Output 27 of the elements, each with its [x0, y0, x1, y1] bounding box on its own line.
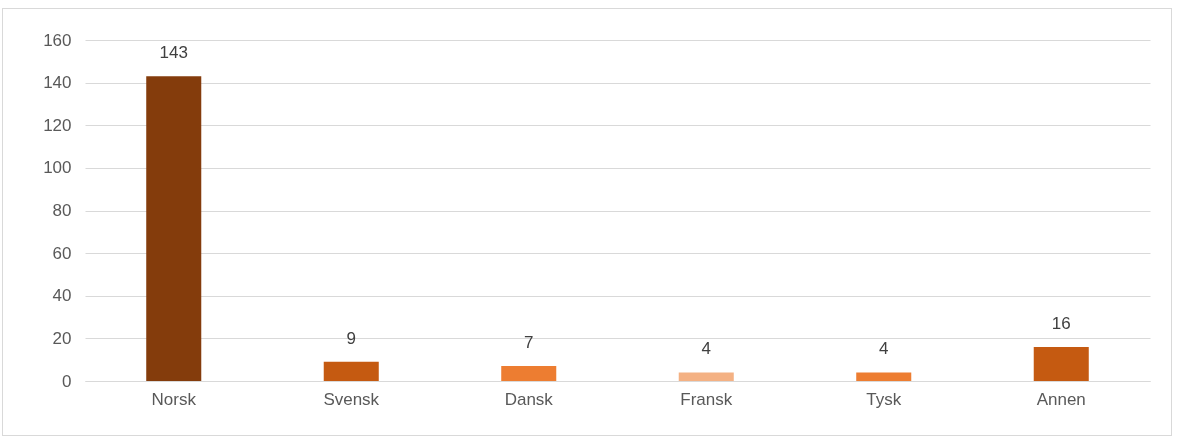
y-tick-label: 140	[43, 73, 72, 93]
x-tick-label: Annen	[1036, 389, 1086, 409]
x-tick-label: Dansk	[504, 389, 554, 409]
data-label: 7	[524, 333, 534, 353]
y-tick-label: 80	[52, 201, 72, 220]
x-tick-label: Svensk	[323, 389, 380, 409]
bar	[323, 361, 379, 381]
bar	[678, 372, 734, 381]
data-label: 9	[346, 328, 356, 348]
bar	[1033, 346, 1089, 381]
y-tick-label: 120	[43, 115, 72, 135]
y-tick-label: 160	[43, 30, 72, 50]
y-tick-label: 40	[52, 286, 72, 306]
data-label: 4	[879, 339, 889, 359]
y-tick-label: 100	[43, 158, 72, 178]
data-label: 4	[701, 339, 711, 359]
y-tick-label: 0	[62, 371, 72, 391]
y-tick-label: 20	[52, 328, 72, 348]
x-tick-label: Fransk	[680, 389, 733, 409]
x-tick-label: Tysk	[866, 389, 902, 409]
data-label: 143	[159, 43, 188, 63]
bar	[146, 76, 202, 381]
bar	[856, 372, 912, 381]
x-tick-label: Norsk	[151, 389, 197, 409]
data-label: 16	[1051, 313, 1071, 333]
y-tick-label: 60	[52, 243, 72, 263]
bar	[501, 366, 557, 381]
